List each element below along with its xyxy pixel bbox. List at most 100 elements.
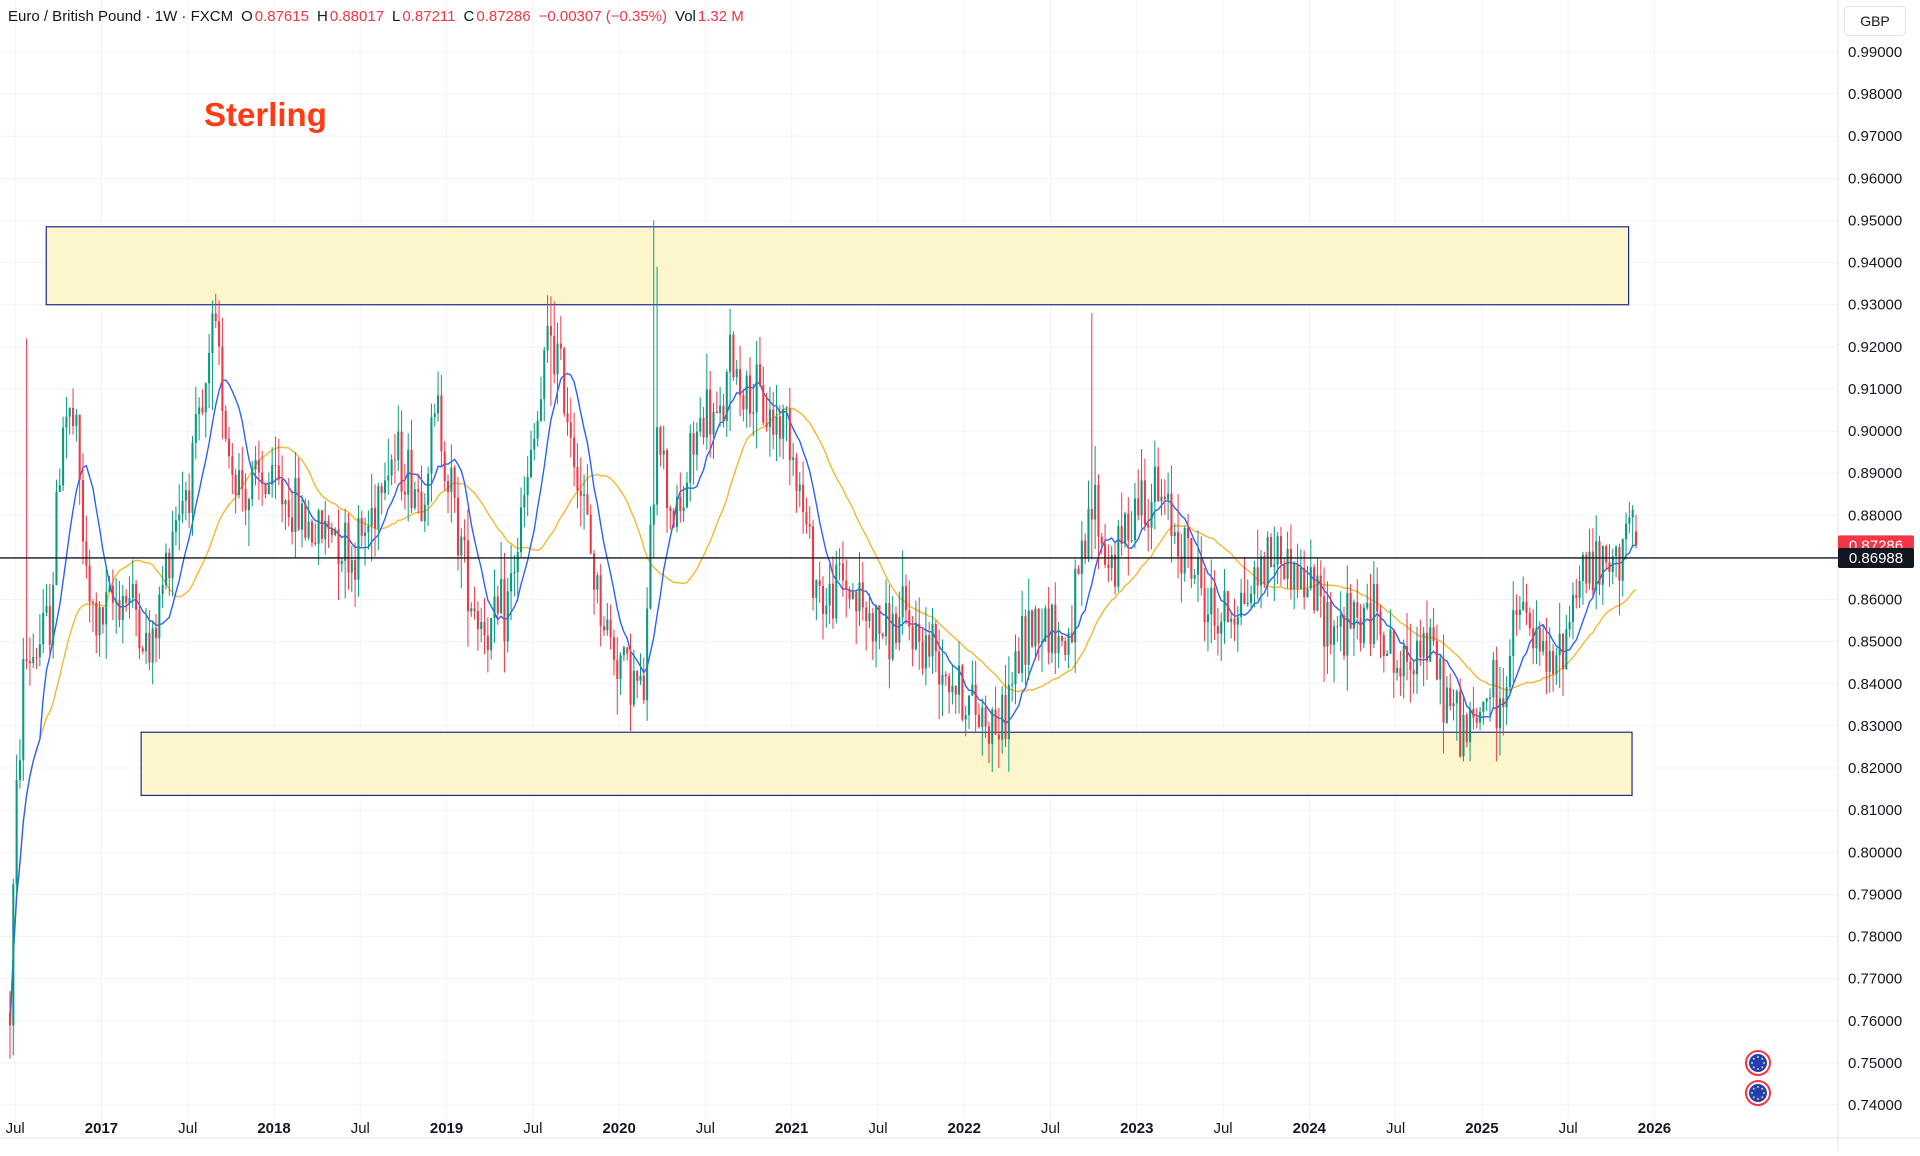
candle-body — [891, 613, 894, 660]
candle — [148, 610, 151, 671]
candle — [337, 509, 340, 600]
y-tick-label: 0.84000 — [1848, 676, 1902, 693]
candle-body — [1369, 602, 1372, 645]
candle — [131, 559, 134, 608]
candle — [1542, 624, 1545, 656]
candle-body — [1625, 523, 1628, 540]
candle — [1618, 543, 1621, 616]
candle-body — [1040, 641, 1044, 644]
symbol-title[interactable]: Euro / British Pound · 1W · FXCM — [8, 8, 234, 25]
candle — [447, 474, 450, 514]
candle — [234, 468, 237, 514]
candle-body — [1256, 567, 1259, 586]
candle-body — [1505, 687, 1508, 708]
candle — [257, 440, 260, 500]
fast-moving-average-line — [9, 372, 1636, 1026]
candle — [1545, 617, 1548, 695]
candle — [636, 670, 639, 699]
candle-body — [1233, 618, 1236, 625]
candle — [692, 421, 695, 485]
candle — [865, 601, 868, 651]
candle-body — [1449, 687, 1452, 707]
candle-body — [1090, 508, 1093, 520]
candle — [1581, 551, 1584, 605]
candle-body — [981, 707, 984, 727]
candle-body — [529, 449, 533, 477]
candle-body — [407, 449, 410, 495]
candle — [672, 507, 675, 529]
candle-body — [583, 494, 586, 496]
candle-body — [1382, 635, 1385, 657]
candle — [1402, 639, 1405, 699]
candle-body — [722, 405, 725, 422]
candle-body — [885, 603, 888, 637]
candle-body — [1435, 641, 1438, 680]
candle-body — [921, 641, 924, 669]
candle-body — [755, 364, 758, 413]
candle — [1090, 313, 1093, 560]
candle-body — [954, 685, 957, 695]
candle-body — [473, 608, 476, 612]
candle — [948, 673, 951, 714]
candle — [1153, 440, 1156, 530]
currency-button[interactable]: GBP — [1844, 6, 1906, 36]
candle-body — [224, 410, 227, 439]
candle — [1027, 578, 1030, 680]
candle — [108, 575, 111, 593]
y-tick-label: 0.82000 — [1848, 760, 1902, 777]
candle — [914, 600, 917, 651]
candle-body — [812, 526, 815, 598]
candle — [244, 473, 247, 526]
candle-body — [1299, 568, 1302, 589]
candle — [1565, 614, 1568, 670]
candle — [1309, 539, 1312, 591]
candle-body — [241, 470, 244, 489]
candle — [1117, 519, 1120, 592]
candle-body — [231, 456, 234, 475]
candle — [28, 637, 31, 686]
candle — [533, 423, 536, 461]
candle — [974, 660, 977, 733]
candle — [1223, 568, 1226, 644]
candle — [798, 472, 801, 508]
annotation-title[interactable]: Sterling — [204, 96, 327, 133]
candle — [264, 482, 267, 499]
candle-body — [619, 655, 622, 679]
candle — [1120, 492, 1123, 556]
candle-body — [709, 389, 712, 435]
candle-body — [593, 553, 596, 590]
candle — [1342, 606, 1346, 660]
candle — [1323, 567, 1326, 682]
candle-body — [506, 591, 509, 642]
candle — [1299, 549, 1302, 590]
candle — [251, 460, 254, 507]
candle-body — [1137, 498, 1140, 516]
candle — [1269, 533, 1273, 568]
candle-body — [768, 409, 771, 428]
candle-body — [377, 486, 380, 529]
candle — [1133, 482, 1136, 549]
candle-body — [1226, 591, 1229, 622]
candle — [463, 519, 466, 563]
candle-body — [556, 343, 559, 375]
candle-body — [1479, 711, 1482, 723]
candle — [1396, 659, 1399, 681]
candle — [520, 487, 523, 559]
x-tick-label: Jul — [1559, 1120, 1578, 1137]
candle — [1289, 524, 1292, 600]
candle-body — [961, 665, 964, 720]
candle — [154, 613, 158, 663]
candle-body — [1269, 537, 1273, 568]
y-tick-label: 0.76000 — [1848, 1013, 1902, 1030]
eu-flag-star — [1763, 1062, 1765, 1064]
candle — [1143, 458, 1146, 532]
candles — [8, 220, 1638, 1059]
candle-body — [1157, 466, 1160, 502]
candle — [161, 565, 164, 609]
candle — [642, 657, 645, 704]
candle-body — [1147, 524, 1150, 528]
candle-body — [702, 417, 705, 438]
candle — [1435, 624, 1438, 681]
